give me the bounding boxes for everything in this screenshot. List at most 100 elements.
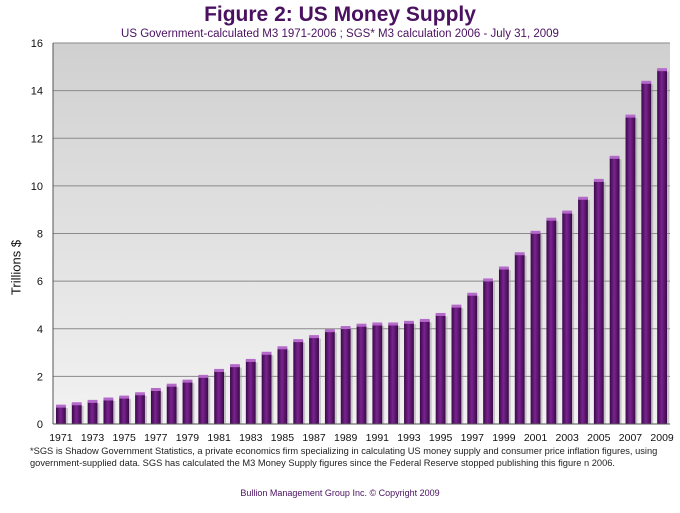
bar-top [657, 68, 667, 72]
bar-body [562, 212, 573, 424]
bar-top [230, 364, 240, 368]
bar-top [277, 346, 288, 350]
bar-body [356, 325, 367, 424]
bar-body [87, 401, 98, 424]
bar-body [419, 320, 430, 424]
bar-top [214, 368, 225, 372]
bar [103, 397, 116, 424]
bar [562, 210, 575, 424]
bar-body [56, 406, 66, 424]
bar-body [657, 69, 667, 425]
bar-top [340, 326, 351, 330]
bar-body [119, 397, 130, 424]
bar-body [498, 268, 509, 424]
bar-body [340, 327, 351, 424]
bar-top [435, 312, 446, 316]
y-tick-label: 12 [31, 133, 43, 145]
bar-top [530, 230, 541, 234]
bar [641, 80, 654, 425]
bar-top [56, 404, 66, 408]
bar [578, 196, 590, 424]
bar [119, 395, 132, 424]
bar [372, 322, 385, 424]
x-tick-label: 1995 [429, 432, 453, 444]
bar [514, 252, 527, 424]
x-tick-label: 1971 [49, 432, 73, 444]
bar-top [293, 339, 304, 343]
y-tick-label: 10 [31, 181, 43, 193]
bar [483, 278, 495, 424]
x-tick-label: 2007 [619, 432, 643, 444]
bar [356, 323, 369, 424]
bar [657, 68, 669, 425]
bar-body [182, 381, 193, 424]
bar [340, 326, 353, 424]
bar-top [593, 178, 604, 182]
x-tick-label: 1973 [81, 432, 105, 444]
bar-body [388, 323, 399, 424]
bar [293, 339, 306, 424]
bar [324, 329, 337, 424]
bar-top [546, 217, 557, 221]
bar-top [562, 210, 573, 214]
bar-top [198, 374, 209, 378]
bar [309, 335, 321, 424]
bar [182, 379, 195, 424]
bar [135, 392, 147, 424]
bar-body [435, 314, 446, 424]
bar-top [641, 80, 652, 84]
bar-top [135, 392, 145, 396]
x-tick-label: 1999 [492, 432, 516, 444]
copyright-credit: Bullion Management Group Inc. © Copyrigh… [240, 488, 440, 498]
bar [87, 399, 100, 424]
bar-top [71, 402, 82, 406]
x-tick-label: 1987 [302, 432, 326, 444]
bar [593, 178, 606, 424]
bar-body [467, 294, 478, 424]
x-tick-label: 1977 [144, 432, 168, 444]
bar-top [245, 358, 256, 362]
bar-body [530, 232, 541, 424]
bar [166, 383, 179, 424]
bar-top [625, 114, 636, 118]
bar [214, 368, 227, 424]
bar-body [451, 306, 462, 424]
bar-top [261, 351, 272, 355]
x-tick-label: 1979 [176, 432, 200, 444]
bar [498, 266, 511, 424]
x-tick-label: 1989 [334, 432, 358, 444]
bar-body [277, 347, 288, 424]
bar-top [182, 379, 193, 383]
bar [388, 322, 401, 424]
bar-top [483, 278, 493, 282]
bar-body [578, 198, 588, 424]
x-tick-label: 1991 [366, 432, 390, 444]
bar [245, 358, 258, 424]
bar-body [230, 365, 240, 424]
bar-top [578, 196, 588, 200]
bar-body [514, 253, 525, 424]
footnote: *SGS is Shadow Government Statistics, a … [30, 446, 658, 468]
bar [609, 155, 622, 425]
bar [277, 346, 290, 424]
bar-body [135, 393, 145, 424]
bar-body [214, 370, 225, 424]
bar-body [71, 403, 82, 424]
bar-body [483, 279, 493, 424]
bar [419, 318, 432, 424]
bar-body [245, 360, 256, 424]
bar-top [609, 155, 620, 159]
bar-body [609, 157, 620, 425]
bar-top [324, 329, 335, 333]
bar-body [641, 82, 652, 425]
bar [435, 312, 448, 424]
x-tick-label: 1983 [239, 432, 263, 444]
bar-body [309, 336, 319, 424]
bar-top [419, 318, 430, 322]
bar [625, 114, 638, 425]
bar-top [150, 387, 161, 391]
chart-title: Figure 2: US Money Supply [204, 3, 476, 26]
bar [56, 404, 68, 424]
y-tick-label: 4 [37, 324, 43, 336]
bar-body [324, 330, 335, 424]
